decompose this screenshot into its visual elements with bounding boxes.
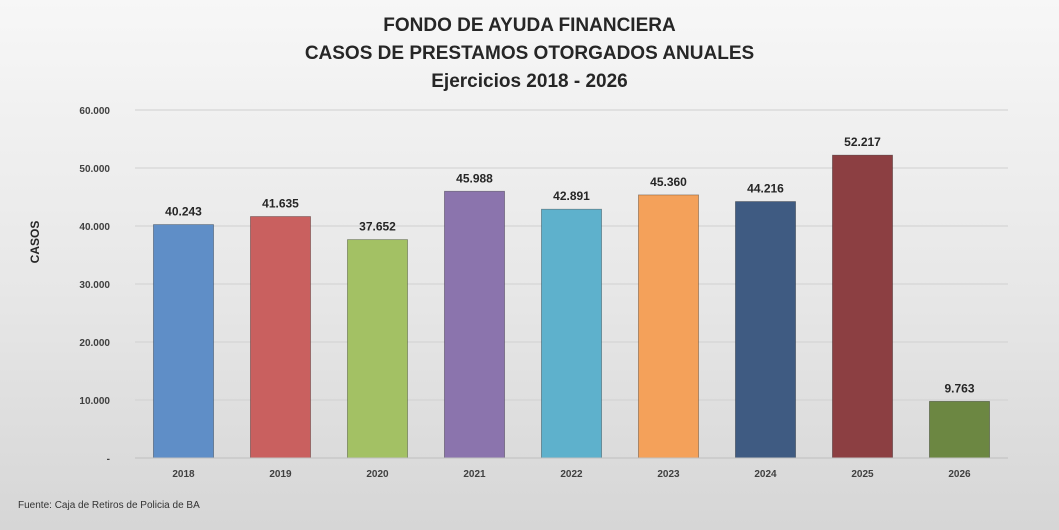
chart-title: FONDO DE AYUDA FINANCIERA CASOS DE PREST…	[0, 12, 1059, 96]
x-tick-label-2022: 2022	[560, 469, 583, 480]
x-axis-ticks: 2018 2019 2020 2021 2022 2023 2024 2025 2026	[172, 469, 971, 480]
y-tick-label: 60.000	[79, 106, 110, 117]
x-tick-label-2019: 2019	[269, 469, 292, 480]
data-labels: 40.243 41.635 37.652 45.988 42.891 45.360 44.2…	[165, 135, 975, 395]
y-axis-label: CASOS	[28, 221, 42, 264]
y-tick-label: 50.000	[79, 164, 110, 175]
bar-2023	[638, 194, 699, 459]
y-tick-label: 30.000	[79, 280, 110, 291]
data-label-2018: 40.243	[165, 205, 202, 219]
data-label-2019: 41.635	[262, 197, 299, 211]
bar-2025	[832, 154, 893, 459]
bar-2019	[250, 216, 311, 459]
bar-2021	[444, 190, 505, 459]
x-tick-label-2024: 2024	[754, 469, 777, 480]
chart-title-line-2: CASOS DE PRESTAMOS OTORGADOS ANUALES	[304, 43, 755, 64]
x-tick-label-2023: 2023	[657, 469, 680, 480]
x-tick-label-2020: 2020	[366, 469, 389, 480]
data-label-2026: 9.763	[944, 381, 974, 395]
x-tick-label-2025: 2025	[851, 469, 874, 480]
data-label-2024: 44.216	[747, 182, 784, 196]
y-tick-label: 10.000	[79, 396, 110, 407]
bars	[153, 154, 990, 459]
bar-2022	[541, 208, 602, 459]
data-label-2021: 45.988	[456, 171, 493, 185]
x-tick-label-2021: 2021	[463, 469, 486, 480]
y-axis-ticks: - 10.000 20.000 30.000 40.000 50.000 60.000	[79, 106, 110, 465]
bar-2026	[929, 400, 990, 459]
source-note: Fuente: Caja de Retiros de Policia de BA	[18, 500, 200, 511]
data-label-2020: 37.652	[359, 220, 396, 234]
chart-title-line-1: FONDO DE AYUDA FINANCIERA	[383, 15, 676, 36]
x-tick-label-2018: 2018	[172, 469, 195, 480]
x-tick-label-2026: 2026	[948, 469, 971, 480]
data-label-2022: 42.891	[553, 189, 590, 203]
bar-2018	[153, 224, 214, 459]
data-label-2025: 52.217	[844, 135, 881, 149]
chart-title-line-3: Ejercicios 2018 - 2026	[431, 71, 628, 92]
y-tick-label: 20.000	[79, 338, 110, 349]
bar-2024	[735, 201, 796, 459]
y-tick-label: -	[107, 454, 110, 465]
y-tick-label: 40.000	[79, 222, 110, 233]
data-label-2023: 45.360	[650, 175, 687, 189]
bar-2020	[347, 239, 408, 459]
